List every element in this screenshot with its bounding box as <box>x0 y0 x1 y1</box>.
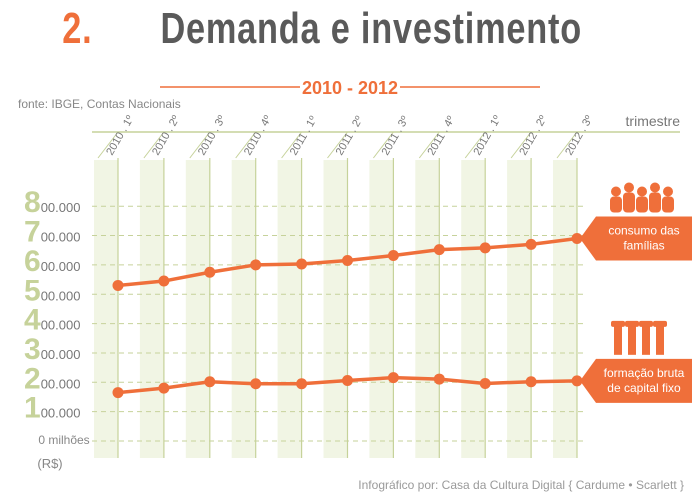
column-band <box>231 160 256 458</box>
column-band <box>553 160 577 458</box>
x-tick <box>281 131 302 159</box>
data-point <box>342 375 353 387</box>
x-tick <box>510 131 532 159</box>
x-tick-label: 2012 . 3º <box>563 114 595 158</box>
y-tick-label: 600.000 <box>24 245 80 278</box>
x-tick <box>235 131 257 159</box>
column-band <box>415 160 440 458</box>
x-tick-label: 2010 . 4º <box>242 114 274 158</box>
column-band <box>185 160 210 458</box>
data-point <box>571 375 583 387</box>
y-axis-unit-label: (R$) <box>37 456 62 471</box>
label-tag <box>580 358 692 403</box>
x-tick-label: 2011 . 3º <box>380 114 412 157</box>
credit-text: Infográfico por: Casa da Cultura Digital… <box>358 478 684 492</box>
x-tick-label: 2012 . 2º <box>517 114 549 158</box>
label-tag <box>580 216 692 261</box>
y-tick-label: 200.000 <box>24 362 80 395</box>
x-tick <box>556 131 578 159</box>
x-tick <box>189 131 211 159</box>
title-text: Demanda e investimento <box>160 4 583 53</box>
y-tick-label: 100.000 <box>24 392 80 425</box>
data-point <box>158 382 170 394</box>
data-point <box>433 244 445 256</box>
title-number: 2. <box>62 4 93 53</box>
data-point <box>112 279 124 291</box>
column-band <box>94 160 118 458</box>
y-tick-label: 400.000 <box>24 304 80 337</box>
x-tick-label: 2011 . 4º <box>426 114 458 157</box>
x-tick-label: 2011 . 2º <box>334 114 366 157</box>
data-point <box>387 372 399 384</box>
x-tick-label: 2010 . 2º <box>150 114 182 158</box>
series-name: consumo das <box>608 223 679 237</box>
column-band <box>323 160 348 458</box>
x-tick <box>373 131 394 159</box>
data-point <box>204 266 216 278</box>
x-tick-label: 2010 . 3º <box>196 114 228 158</box>
family-icon <box>610 182 674 213</box>
y-axis-zero-label: 0 milhões <box>38 433 89 447</box>
column-band <box>461 160 486 458</box>
data-point <box>112 387 124 399</box>
page-title: 2. Demanda e investimento <box>0 4 700 54</box>
x-tick <box>327 131 348 159</box>
x-tick-label: 2010 . 1º <box>104 114 136 158</box>
y-tick-label: 300.000 <box>24 333 80 366</box>
column-band <box>139 160 164 458</box>
data-point <box>525 238 537 250</box>
data-point <box>525 376 537 388</box>
construction-icon <box>611 320 667 355</box>
data-point <box>433 373 445 385</box>
column-band <box>277 160 302 458</box>
data-point <box>158 275 170 287</box>
x-tick-label: 2012 . 1º <box>471 114 503 158</box>
data-point <box>250 378 262 390</box>
data-point <box>387 250 399 262</box>
data-point <box>296 258 308 270</box>
x-tick <box>143 131 165 159</box>
series-name: formação bruta <box>604 366 685 380</box>
column-band <box>369 160 394 458</box>
data-point <box>571 232 583 244</box>
y-tick-label: 500.000 <box>24 274 80 307</box>
data-point <box>479 242 491 254</box>
y-tick-label: 800.000 <box>24 186 80 219</box>
x-axis-title: trimestre <box>626 113 681 129</box>
x-tick-label: 2011 . 1º <box>288 114 320 157</box>
data-point <box>296 378 308 390</box>
y-tick-label: 700.000 <box>24 216 80 249</box>
period-label: 2010 - 2012 <box>302 78 398 98</box>
x-tick <box>418 131 440 159</box>
series-name: famílias <box>623 238 664 252</box>
data-point <box>342 254 353 266</box>
source-note: fonte: IBGE, Contas Nacionais <box>18 97 181 111</box>
data-point <box>479 377 491 389</box>
column-band <box>507 160 532 458</box>
x-tick <box>464 131 486 159</box>
x-tick <box>97 131 119 159</box>
data-point <box>250 259 262 271</box>
data-point <box>204 376 216 388</box>
series-name: de capital fixo <box>607 381 681 395</box>
